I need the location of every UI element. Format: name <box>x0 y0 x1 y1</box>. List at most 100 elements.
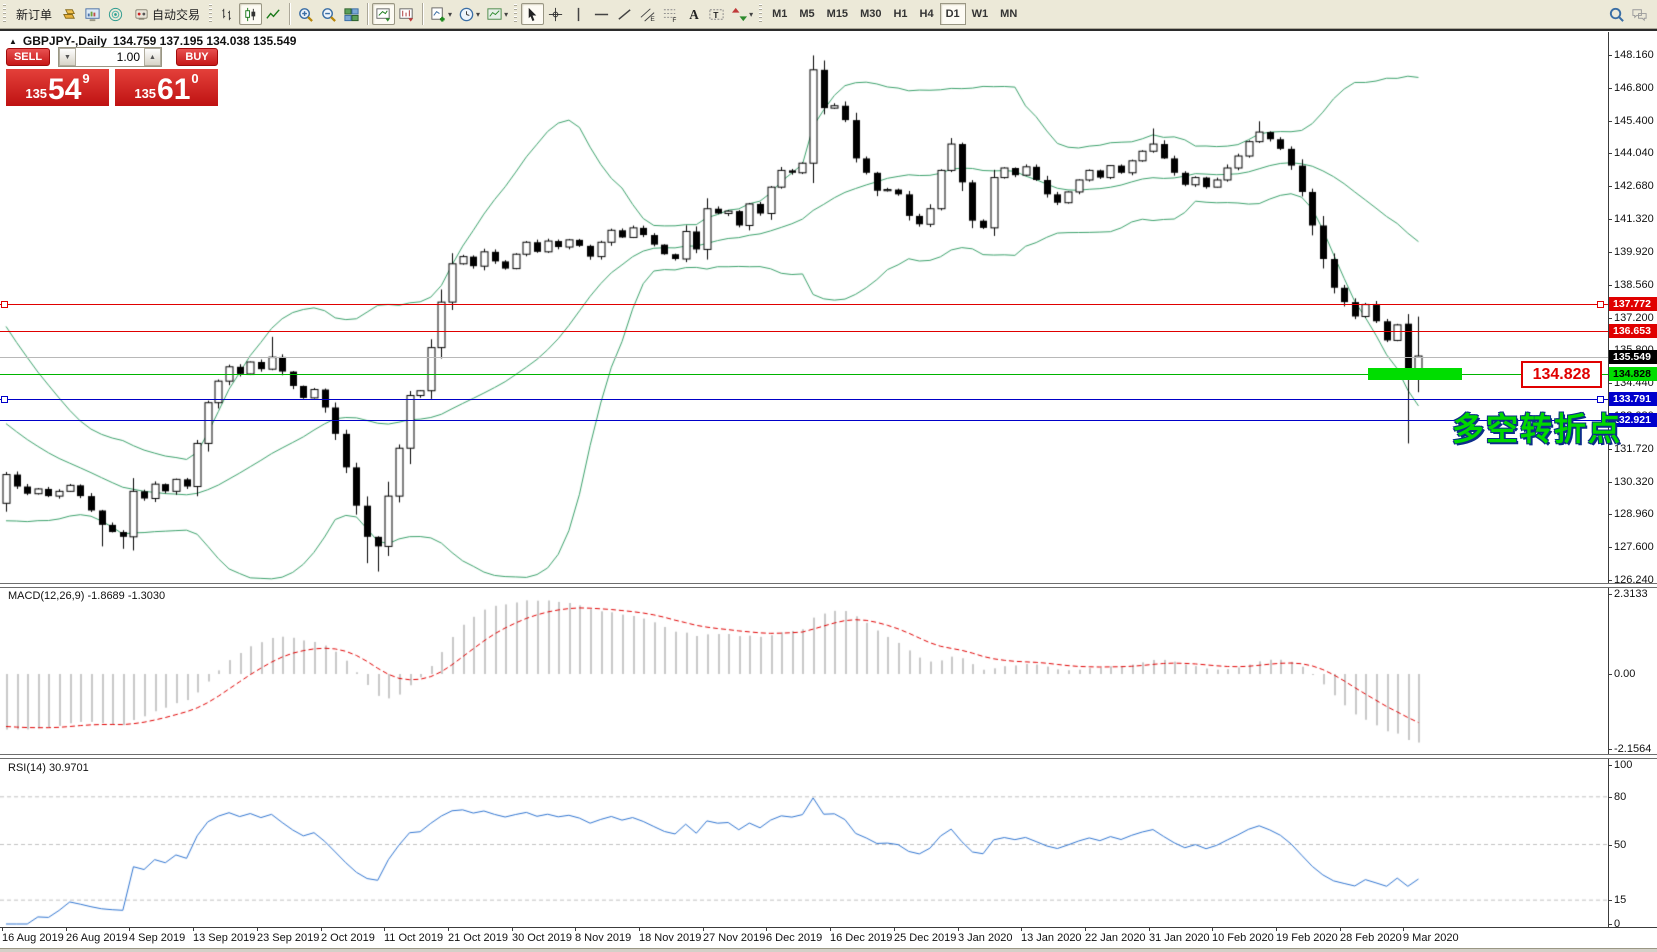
data-window-button[interactable] <box>372 3 396 25</box>
price-chart-canvas[interactable] <box>0 32 1608 585</box>
line-right-handle[interactable] <box>1597 301 1604 308</box>
current-price-line[interactable] <box>0 357 1608 358</box>
candlestick-chart-icon <box>242 6 259 23</box>
date-tick-mark <box>958 928 959 931</box>
rsi-pane-canvas[interactable] <box>0 759 1608 927</box>
macd-tick-mark <box>1608 594 1612 595</box>
timeframe-mn-button[interactable]: MN <box>1000 8 1018 20</box>
price-callout-label[interactable]: 134.828 <box>1521 361 1602 388</box>
rsi-pane-splitter[interactable] <box>0 754 1657 759</box>
auto-trading-button[interactable]: 自动交易 <box>127 3 206 25</box>
dropdown-caret-icon[interactable]: ▾ <box>749 9 754 19</box>
date-label: 13 Sep 2019 <box>193 932 256 944</box>
timeframe-h4-button[interactable]: H4 <box>919 8 934 20</box>
date-tick-mark <box>66 928 67 931</box>
tile-windows-button[interactable] <box>340 3 363 25</box>
sell-price-big: 54 <box>48 73 82 106</box>
terminal-button[interactable] <box>81 3 104 25</box>
horizontal-level-line[interactable] <box>0 420 1608 421</box>
bar-chart-button[interactable] <box>216 3 239 25</box>
trendline-button[interactable] <box>613 3 636 25</box>
price-level-label: 133.791 <box>1609 392 1657 406</box>
crosshair-icon <box>547 6 564 23</box>
navigator-button[interactable] <box>395 3 418 25</box>
candlestick-chart-button[interactable] <box>239 3 263 25</box>
bar-chart-icon <box>219 6 236 23</box>
text-button[interactable]: A <box>682 3 705 25</box>
price-tick-label: 131.720 <box>1614 442 1654 455</box>
date-tick-mark <box>1212 928 1213 931</box>
data-window-icon <box>375 6 392 23</box>
cursor-button[interactable] <box>521 3 545 25</box>
arrows-button[interactable]: ▾ <box>728 3 756 25</box>
timeframe-m15-button[interactable]: M15 <box>826 8 849 20</box>
template-button[interactable]: ▾ <box>483 3 511 25</box>
date-label: 10 Feb 2020 <box>1212 932 1274 944</box>
window-menu-icon[interactable]: ▲ <box>9 36 17 46</box>
timeframe-h1-button[interactable]: H1 <box>893 8 908 20</box>
date-label: 3 Jan 2020 <box>958 932 1013 944</box>
timeframe-m5-button[interactable]: M5 <box>799 8 815 20</box>
arrows-icon <box>731 6 748 23</box>
rsi-tick-label: 0 <box>1614 918 1621 930</box>
sell-button[interactable]: SELL <box>6 48 50 66</box>
dropdown-caret-icon[interactable]: ▾ <box>448 9 453 19</box>
signal-button[interactable] <box>104 3 127 25</box>
search-button[interactable] <box>1605 3 1628 25</box>
rsi-tick-mark <box>1608 844 1612 846</box>
date-label: 21 Oct 2019 <box>448 932 508 944</box>
line-left-handle[interactable] <box>1 301 8 308</box>
navigator-icon <box>398 6 415 23</box>
volume-stepper: ▼ ▲ <box>58 47 162 67</box>
timeframe-d1-button[interactable]: D1 <box>939 3 966 25</box>
zoom-in-button[interactable] <box>294 3 317 25</box>
crosshair-button[interactable] <box>544 3 567 25</box>
price-level-label: 134.828 <box>1609 367 1657 381</box>
label-button[interactable]: T <box>705 3 728 25</box>
volume-increase-button[interactable]: ▲ <box>144 48 161 66</box>
date-label: 22 Jan 2020 <box>1085 932 1146 944</box>
macd-indicator-label: MACD(12,26,9) -1.8689 -1.3030 <box>8 590 166 602</box>
timeframe-m30-button[interactable]: M30 <box>860 8 882 20</box>
periods-button[interactable]: ▾ <box>455 3 483 25</box>
macd-pane-splitter[interactable] <box>0 583 1657 588</box>
dropdown-caret-icon[interactable]: ▾ <box>476 9 481 19</box>
gold-bars-button[interactable] <box>58 3 81 25</box>
line-chart-button[interactable] <box>262 3 285 25</box>
macd-pane-canvas[interactable] <box>0 588 1608 754</box>
horizontal-level-line[interactable] <box>0 304 1608 305</box>
date-tick-mark <box>703 928 704 931</box>
zoom-out-button[interactable] <box>317 3 340 25</box>
line-left-handle[interactable] <box>1 396 8 403</box>
support-highlight-bar[interactable] <box>1368 368 1462 381</box>
date-label: 19 Feb 2020 <box>1276 932 1338 944</box>
horizontal-line-button[interactable] <box>590 3 613 25</box>
date-label: 11 Oct 2019 <box>384 932 444 944</box>
timeframe-w1-button[interactable]: W1 <box>971 8 989 20</box>
line-right-handle[interactable] <box>1597 396 1604 403</box>
rsi-tick-mark <box>1608 900 1612 902</box>
horizontal-level-line[interactable] <box>0 374 1608 375</box>
horizontal-level-line[interactable] <box>0 399 1608 400</box>
vertical-line-button[interactable] <box>567 3 590 25</box>
new-order-button[interactable]: 新订单 <box>16 7 53 22</box>
buy-button[interactable]: BUY <box>176 48 218 66</box>
volume-input[interactable] <box>76 48 144 66</box>
sell-price-display[interactable]: 135 54 9 <box>6 69 109 106</box>
add-indicator-button[interactable]: ▾ <box>427 3 455 25</box>
time-axis[interactable]: 16 Aug 2019 26 Aug 2019 4 Sep 2019 13 Se… <box>0 927 1657 948</box>
toolbar-right-group <box>1605 3 1651 25</box>
volume-decrease-button[interactable]: ▼ <box>59 48 76 66</box>
horizontal-level-line[interactable] <box>0 331 1608 332</box>
dropdown-caret-icon[interactable]: ▾ <box>504 9 509 19</box>
timeframe-m1-button[interactable]: M1 <box>772 8 788 20</box>
chat-button[interactable] <box>1628 3 1651 25</box>
price-tick-mark <box>1608 153 1612 155</box>
chinese-annotation-text[interactable]: 多空转折点 <box>1452 411 1623 447</box>
date-label: 26 Aug 2019 <box>66 932 128 944</box>
date-tick-mark <box>1021 928 1022 931</box>
price-tick-label: 146.800 <box>1614 81 1654 94</box>
fibonacci-button[interactable]: F <box>659 3 682 25</box>
buy-price-display[interactable]: 135 61 0 <box>115 69 218 106</box>
channel-button[interactable]: E <box>636 3 659 25</box>
